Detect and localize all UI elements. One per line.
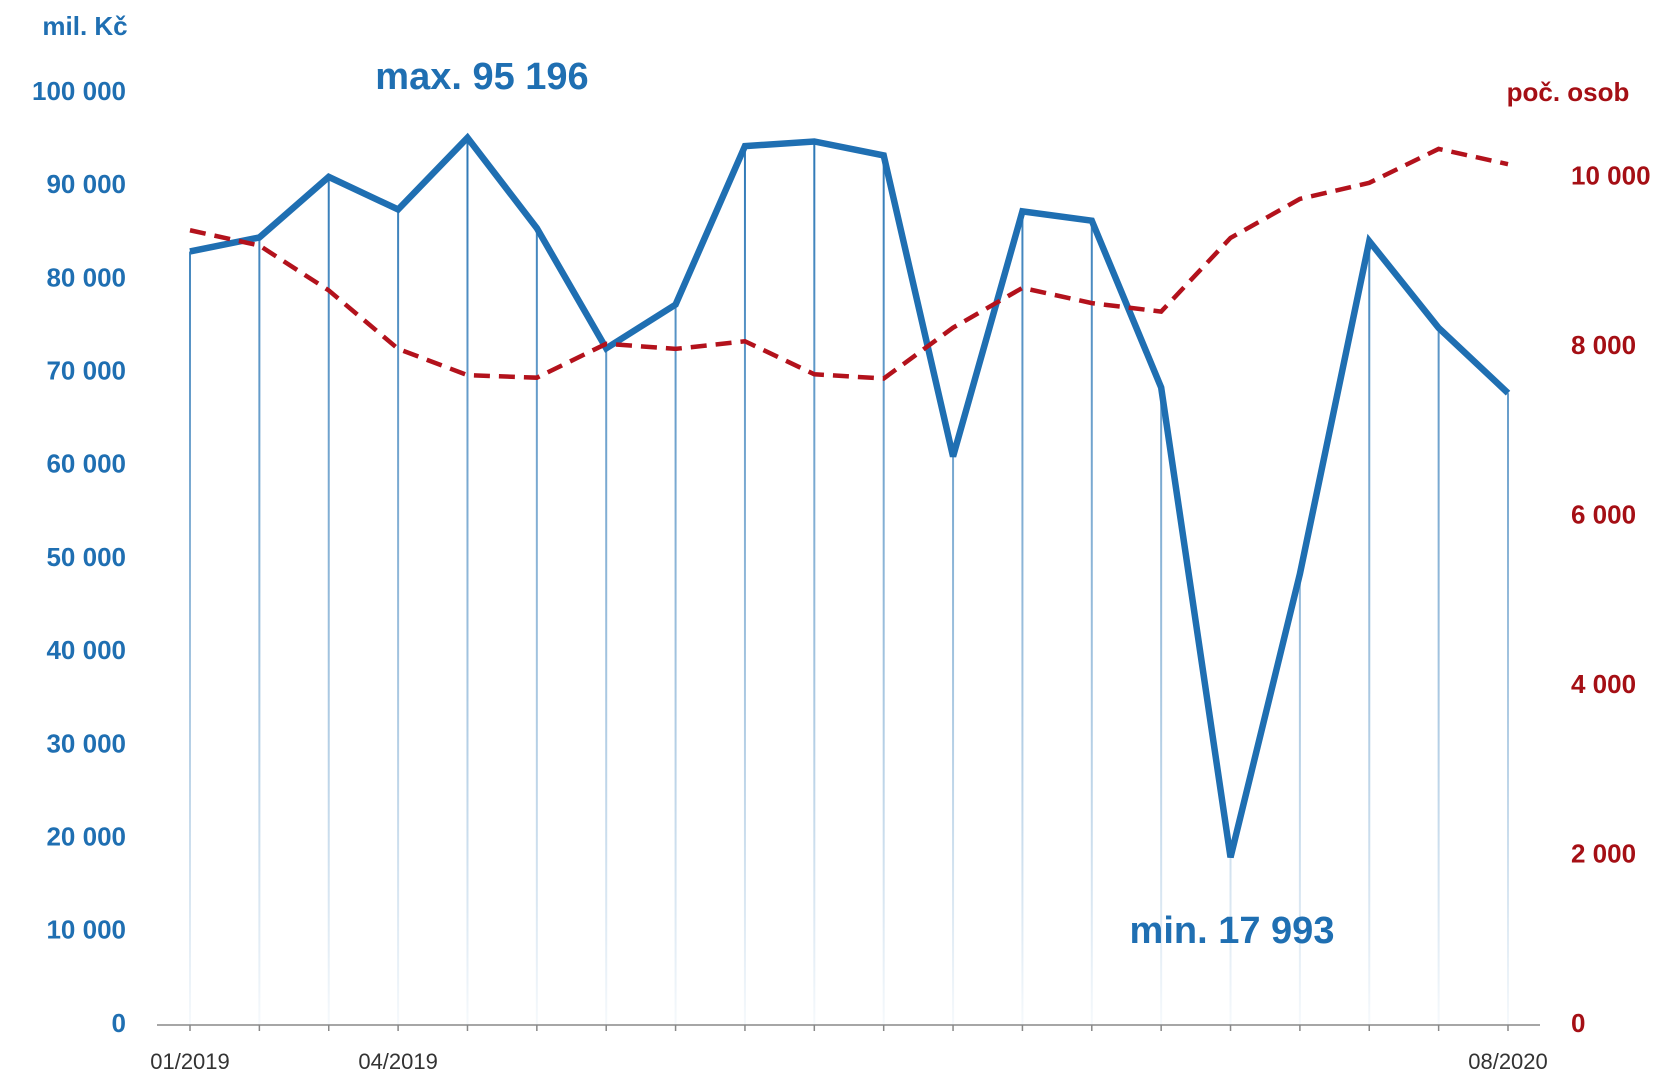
y-tick-label: 90 000 bbox=[46, 169, 126, 199]
x-tick-label: 08/2020 bbox=[1468, 1049, 1548, 1074]
y-tick-label: 40 000 bbox=[46, 635, 126, 665]
series-line bbox=[189, 146, 1509, 381]
y-tick-label: 10 000 bbox=[46, 915, 126, 945]
y2-axis-title: poč. osob bbox=[1507, 77, 1630, 107]
y2-tick-label: 4 000 bbox=[1571, 669, 1636, 699]
y2-tick-label: 0 bbox=[1571, 1008, 1585, 1038]
y-tick-label: 60 000 bbox=[46, 449, 126, 479]
y-tick-label: 70 000 bbox=[46, 355, 126, 385]
y2-tick-label: 8 000 bbox=[1571, 330, 1636, 360]
series-line bbox=[189, 132, 1511, 859]
y-tick-label: 50 000 bbox=[46, 542, 126, 572]
y-tick-label: 80 000 bbox=[46, 262, 126, 292]
y-tick-label: 30 000 bbox=[46, 728, 126, 758]
y2-tick-label: 6 000 bbox=[1571, 500, 1636, 530]
annotation: max. 95 196 bbox=[375, 56, 588, 98]
y2-tick-label: 10 000 bbox=[1571, 161, 1651, 191]
x-tick-label: 04/2019 bbox=[358, 1049, 438, 1074]
y-axis-title: mil. Kč bbox=[42, 11, 127, 41]
x-tick-label: 01/2019 bbox=[150, 1049, 230, 1074]
y-tick-label: 0 bbox=[112, 1008, 126, 1038]
y2-tick-label: 2 000 bbox=[1571, 838, 1636, 868]
y-tick-label: 100 000 bbox=[32, 76, 126, 106]
y-tick-label: 20 000 bbox=[46, 821, 126, 851]
